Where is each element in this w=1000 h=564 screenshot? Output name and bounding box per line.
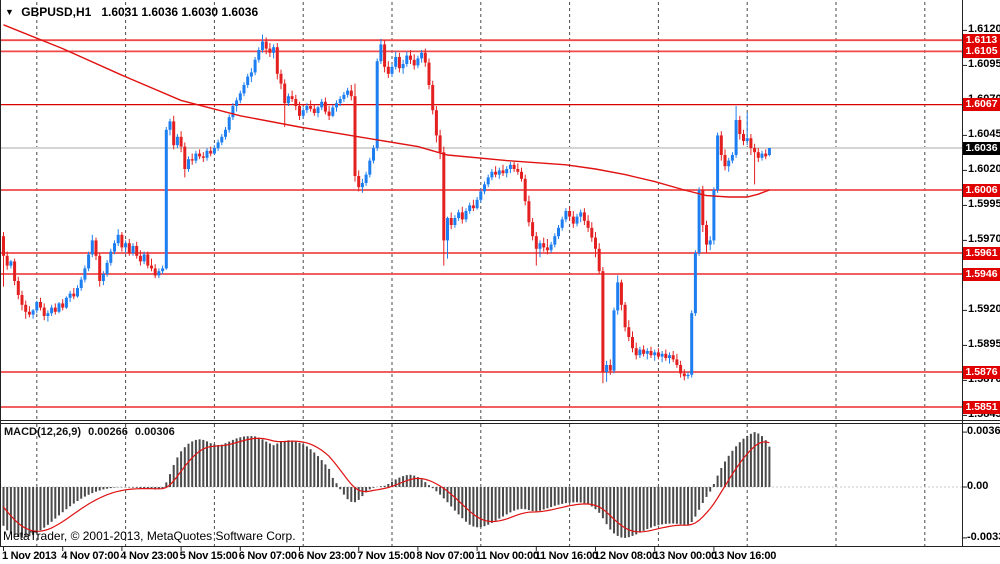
time-axis-label: 7 Nov 15:00	[357, 550, 416, 562]
price-tick-label: 1.5895	[968, 338, 1000, 351]
time-axis-label: 6 Nov 23:00	[298, 550, 356, 562]
price-tick-label: 1.6045	[968, 128, 1000, 141]
price-level-badge: 1.6105	[963, 44, 1000, 58]
time-axis-label: 13 Nov 16:00	[712, 550, 777, 562]
price-level-badge: 1.5961	[963, 246, 1000, 260]
time-axis-label: 11 Nov 00:00	[475, 550, 539, 562]
copyright-text: MetaTrader, © 2001-2013, MetaQuotes Soft…	[3, 529, 296, 543]
price-tick-label: 1.5970	[968, 233, 1000, 246]
time-axis-label: 5 Nov 15:00	[179, 550, 238, 562]
macd-scale-label: 0.00	[967, 480, 989, 492]
price-level-badge: 1.6113	[963, 33, 1000, 47]
price-tick-label: 1.6020	[968, 163, 1000, 176]
time-axis-label: 12 Nov 08:00	[594, 550, 658, 562]
chart-header: ▼ GBPUSD,H1 1.6031 1.6036 1.6030 1.6036	[5, 5, 258, 19]
macd-main-value: 0.00266	[88, 426, 128, 438]
time-axis-label: 1 Nov 2013	[2, 550, 57, 562]
bid-price-badge: 1.6036	[963, 141, 1000, 155]
price-tick-label: 1.6120	[968, 23, 1000, 36]
time-axis-label: 6 Nov 07:00	[238, 550, 297, 562]
price-level-badge: 1.5851	[963, 400, 1000, 414]
macd-indicator-label: MACD(12,26,9) 0.00266 0.00306	[4, 426, 179, 438]
macd-name: MACD(12,26,9)	[4, 426, 82, 438]
price-level-badge: 1.5946	[963, 267, 1000, 281]
symbol-period-label: GBPUSD,H1	[21, 5, 92, 19]
time-axis-label: 11 Nov 16:00	[534, 550, 598, 562]
price-tick-label: 1.5920	[968, 303, 1000, 316]
time-axis-label: 8 Nov 07:00	[416, 550, 475, 562]
ohlc-values: 1.6031 1.6036 1.6030 1.6036	[101, 5, 259, 19]
macd-scale-label: 0.00361	[967, 425, 1000, 438]
price-tick-label: 1.6095	[968, 58, 1000, 71]
price-level-badge: 1.6067	[963, 98, 1000, 112]
time-axis-label: 4 Nov 07:00	[61, 550, 120, 562]
price-level-badge: 1.6006	[963, 183, 1000, 197]
time-axis-label: 13 Nov 00:00	[653, 550, 717, 562]
price-level-badge: 1.5876	[963, 365, 1000, 379]
symbol-dropdown-icon[interactable]: ▼	[5, 7, 14, 17]
macd-signal-value: 0.00306	[134, 426, 175, 438]
macd-scale-label: -0.00335	[967, 530, 1000, 543]
time-axis-label: 4 Nov 23:00	[120, 550, 179, 562]
price-tick-label: 1.5995	[968, 198, 1000, 211]
